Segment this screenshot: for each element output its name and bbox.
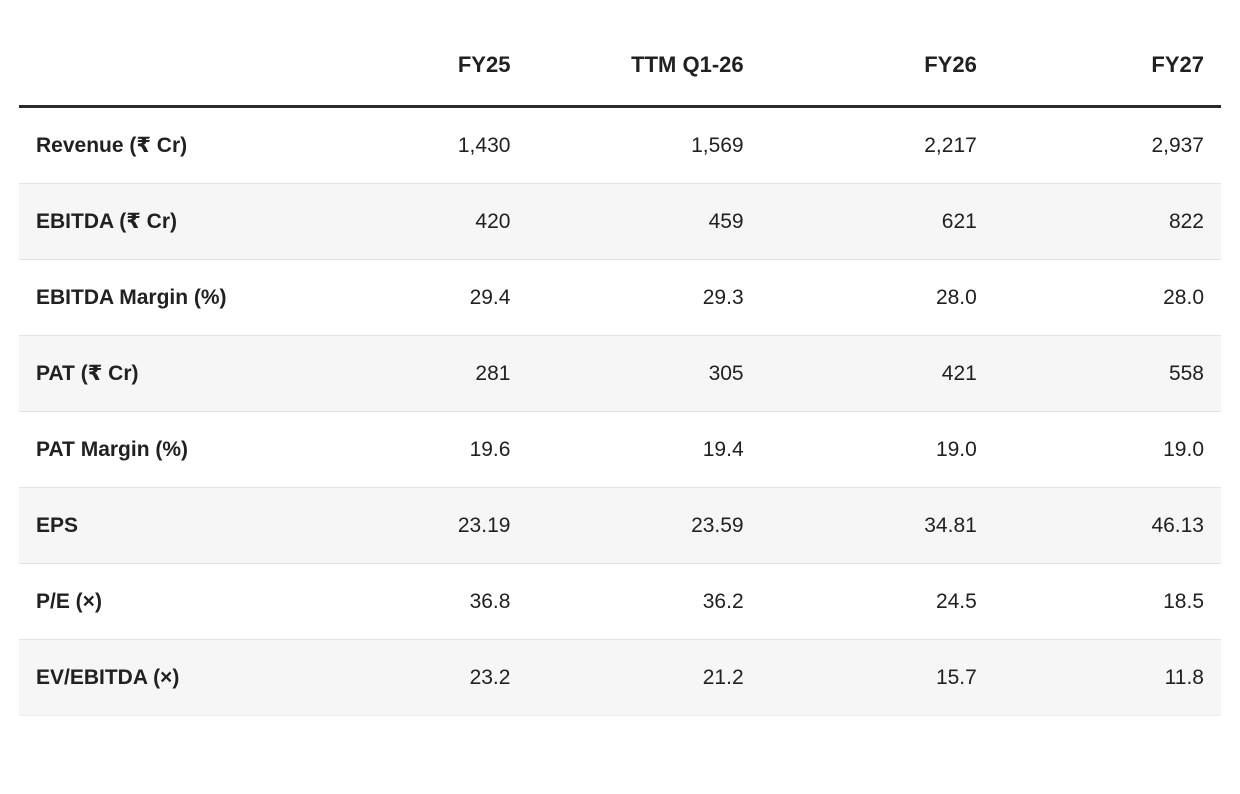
- metric-value: 29.3: [527, 259, 761, 336]
- metric-value: 29.4: [294, 259, 528, 336]
- financials-table: FY25 TTM Q1-26 FY26 FY27 Revenue (₹ Cr) 1,43…: [19, 38, 1221, 716]
- table-row: PAT Margin (%) 19.6 19.4 19.0 19.0: [19, 411, 1221, 488]
- column-header-fy26: FY26: [760, 38, 994, 108]
- metric-value: 36.8: [294, 563, 528, 640]
- metric-value: 11.8: [993, 639, 1221, 716]
- row-label: EPS: [19, 487, 295, 564]
- metric-value: 28.0: [993, 259, 1221, 336]
- metric-value: 19.0: [760, 411, 994, 488]
- table-row: Revenue (₹ Cr) 1,430 1,569 2,217 2,937: [19, 106, 1221, 184]
- row-label: EBITDA (₹ Cr): [19, 183, 295, 260]
- metric-value: 34.81: [760, 487, 994, 564]
- table-row: EBITDA (₹ Cr) 420 459 621 822: [19, 183, 1221, 260]
- metric-value: 19.4: [527, 411, 761, 488]
- metric-value: 2,217: [924, 134, 977, 157]
- row-label: EBITDA Margin (%): [19, 259, 295, 336]
- metric-value: 24.5: [760, 563, 994, 640]
- metric-value: 36.2: [527, 563, 761, 640]
- table-row: EV/EBITDA (×) 23.2 21.2 15.7 11.8: [19, 639, 1221, 716]
- metric-value: 23.59: [527, 487, 761, 564]
- metric-value: 23.2: [294, 639, 528, 716]
- metric-value: 420: [294, 183, 528, 260]
- metric-value: 558: [993, 335, 1221, 412]
- metric-value: 28.0: [760, 259, 994, 336]
- metric-value: 1,569: [691, 134, 744, 157]
- column-header-ttm-q1-26: TTM Q1-26: [527, 38, 761, 108]
- column-header-fy25: FY25: [294, 38, 528, 108]
- row-label: PAT Margin (%): [19, 411, 295, 488]
- metric-value: 459: [527, 183, 761, 260]
- metric-value: 2,937: [1151, 134, 1204, 157]
- metric-value: 15.7: [760, 639, 994, 716]
- table-header: FY25 TTM Q1-26 FY26 FY27: [19, 38, 1221, 108]
- header-row: FY25 TTM Q1-26 FY26 FY27: [19, 38, 1221, 108]
- table-row: EBITDA Margin (%) 29.4 29.3 28.0 28.0: [19, 259, 1221, 336]
- metric-value: 46.13: [993, 487, 1221, 564]
- column-header-fy27: FY27: [993, 38, 1221, 108]
- table-row: P/E (×) 36.8 36.2 24.5 18.5: [19, 563, 1221, 640]
- metric-value: 19.0: [993, 411, 1221, 488]
- metric-value: 23.19: [294, 487, 528, 564]
- metric-value: 822: [993, 183, 1221, 260]
- metric-value: 305: [527, 335, 761, 412]
- metric-value: 1,430: [457, 134, 511, 157]
- row-label: EV/EBITDA (×): [19, 639, 295, 716]
- table-body: Revenue (₹ Cr) 1,430 1,569 2,217 2,937 EBITDA…: [19, 106, 1221, 716]
- corner-cell: [19, 38, 295, 108]
- metric-value: 19.6: [294, 411, 528, 488]
- row-label: PAT (₹ Cr): [19, 335, 295, 412]
- metric-value: 281: [294, 335, 528, 412]
- metric-value: 621: [760, 183, 994, 260]
- table-row: PAT (₹ Cr) 281 305 421 558: [19, 335, 1221, 412]
- row-label: P/E (×): [19, 563, 295, 640]
- metric-value: 21.2: [527, 639, 761, 716]
- metric-value: 18.5: [993, 563, 1221, 640]
- metric-value: 421: [760, 335, 994, 412]
- table-row: EPS 23.19 23.59 34.81 46.13: [19, 487, 1221, 564]
- row-label: Revenue (₹ Cr): [36, 134, 188, 157]
